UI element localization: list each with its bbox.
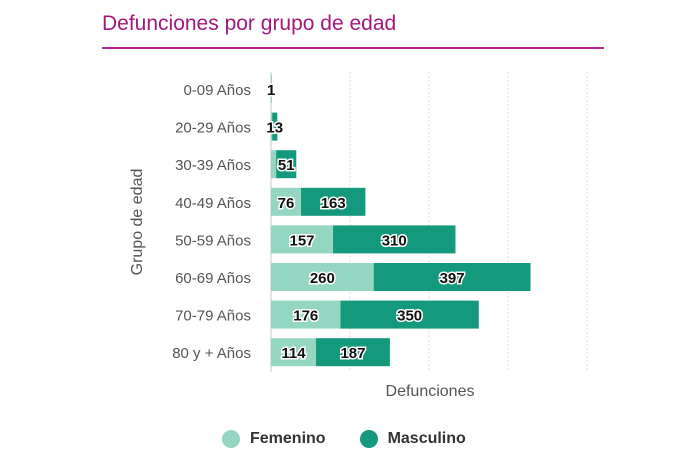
bar-femenino [271,150,277,179]
legend: Femenino Masculino [222,430,490,448]
bar-masculino [340,300,479,329]
bar-masculino [373,263,531,291]
bar-masculino [272,112,278,141]
bar-chart: 0-09 Años 1 20-29 Años 13 30-39 Años 51 40-49 … [129,72,588,400]
chart-title: Defunciones por grupo de edad [102,12,397,35]
legend-swatch-masculino [359,430,378,448]
bar-masculino [316,338,390,367]
data-label-masculino: 187 [340,345,365,362]
y-tick-label: 50-59 Años [175,232,251,249]
bar-masculino [276,150,297,179]
data-label-femenino: 260 [310,270,335,287]
data-label-masculino: 163 [321,195,346,212]
data-label-masculino: 13 [266,120,283,137]
bar-femenino [271,225,334,254]
data-label-masculino: 397 [440,270,465,287]
legend-swatch-femenino [222,430,240,448]
data-label-femenino: 114 [281,345,306,362]
title-underline [102,47,604,49]
bar-femenino [271,300,341,329]
y-tick-label: 30-39 Años [175,157,251,174]
x-axis-title: Defunciones [386,383,475,400]
y-tick-label: 70-79 Años [175,308,251,325]
bar-femenino [271,263,374,291]
legend-item-masculino[interactable]: Masculino [359,430,466,448]
y-tick-label: 60-69 Años [175,270,251,287]
data-label-masculino: 350 [397,308,422,325]
y-tick-label: 20-29 Años [175,120,251,137]
y-tick-label: 80 y + Años [172,345,251,362]
data-label-masculino: 310 [382,232,407,249]
data-label-femenino: 157 [289,232,314,249]
data-label-femenino: 76 [278,195,295,212]
legend-label-femenino: Femenino [250,430,326,447]
bar-femenino [271,338,317,367]
y-tick-label: 40-49 Años [175,195,251,212]
y-axis-title: Grupo de edad [129,169,146,276]
legend-item-femenino[interactable]: Femenino [222,430,326,448]
bar-masculino [333,225,456,254]
data-label-masculino: 1 [267,82,275,99]
data-label-femenino: 176 [293,308,318,325]
bar-masculino [301,187,366,216]
bar-femenino [271,112,273,141]
legend-label-masculino: Masculino [387,430,466,447]
data-label-masculino: 51 [278,157,295,174]
y-tick-label: 0-09 Años [183,82,251,99]
bar-femenino [271,187,302,216]
